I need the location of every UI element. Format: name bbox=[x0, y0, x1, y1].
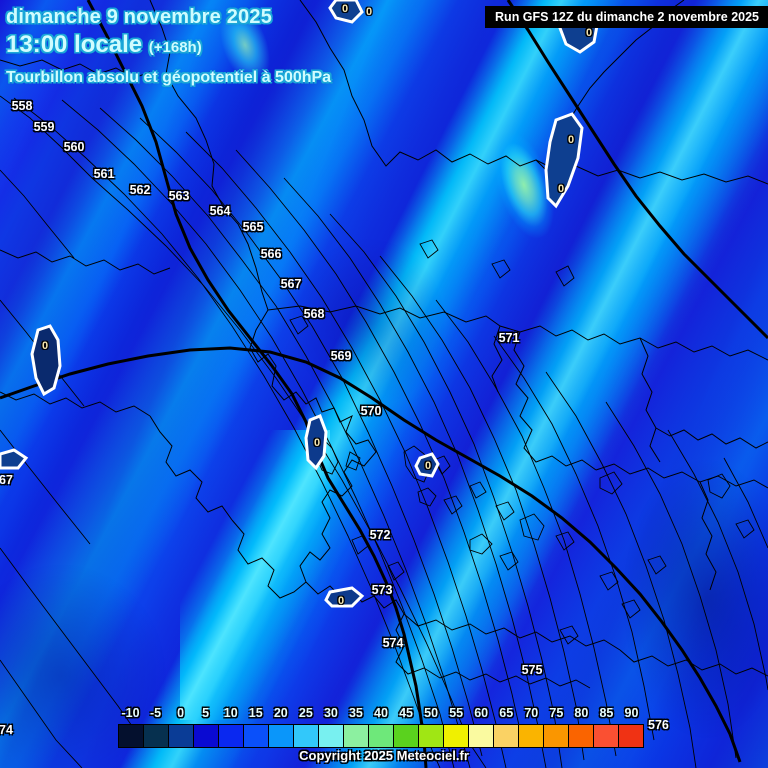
zero-vorticity-label: 0 bbox=[41, 340, 49, 352]
geopotential-label-67: 67 bbox=[0, 473, 13, 487]
color-scale-tick-40: 40 bbox=[374, 706, 388, 720]
geopotential-label-575: 575 bbox=[521, 663, 543, 677]
geopotential-label-574: 574 bbox=[382, 636, 404, 650]
color-swatch-3 bbox=[194, 725, 219, 747]
color-swatch-19 bbox=[594, 725, 619, 747]
color-swatch-12 bbox=[419, 725, 444, 747]
geopotential-label-565: 565 bbox=[242, 220, 264, 234]
valid-time-value: 13:00 locale bbox=[6, 31, 143, 58]
color-swatch-13 bbox=[444, 725, 469, 747]
copyright-label: Copyright 2025 Meteociel.fr bbox=[299, 748, 469, 763]
color-scale-ticks: -10 -5 0 5 10 15 20 25 30 35 40 45 50 55 60 65 70 75 80 85 9… bbox=[118, 706, 644, 724]
zero-vorticity-label: 0 bbox=[424, 460, 432, 472]
color-scale-swatches bbox=[118, 724, 644, 748]
zero-vorticity-contours bbox=[0, 0, 600, 608]
color-scale-tick-75: 75 bbox=[549, 706, 564, 720]
lead-time-value: (+168h) bbox=[148, 39, 202, 56]
color-swatch-10 bbox=[369, 725, 394, 747]
valid-date-label: dimanche 9 novembre 2025 bbox=[6, 6, 273, 28]
color-scale-tick-60: 60 bbox=[474, 706, 489, 720]
color-swatch-9 bbox=[344, 725, 369, 747]
geopotential-label-569: 569 bbox=[330, 349, 352, 363]
color-swatch-16 bbox=[519, 725, 544, 747]
color-swatch-2 bbox=[169, 725, 194, 747]
color-scale-tick-65: 65 bbox=[499, 706, 514, 720]
color-scale-tick-45: 45 bbox=[399, 706, 413, 720]
geopotential-label-563: 563 bbox=[168, 189, 190, 203]
geopotential-label-560: 560 bbox=[63, 140, 85, 154]
geopotential-label-573: 573 bbox=[371, 583, 393, 597]
zero-vorticity-label: 0 bbox=[365, 6, 373, 18]
vorticity-band-ionian bbox=[180, 430, 330, 720]
color-scale-tick-85: 85 bbox=[599, 706, 614, 720]
geopotential-label-559: 559 bbox=[33, 120, 55, 134]
island-outlines bbox=[289, 239, 755, 645]
color-scale-tick-80: 80 bbox=[574, 706, 589, 720]
geopotential-label-561: 561 bbox=[93, 167, 115, 181]
color-swatch-18 bbox=[569, 725, 594, 747]
color-swatch-1 bbox=[144, 725, 169, 747]
geopotential-label-568: 568 bbox=[303, 307, 325, 321]
color-swatch-17 bbox=[544, 725, 569, 747]
zero-vorticity-label: 0 bbox=[585, 27, 593, 39]
geopotential-label-74: 74 bbox=[0, 723, 13, 737]
color-scale-tick-90: 90 bbox=[624, 706, 639, 720]
color-scale-tick--10: -10 bbox=[121, 706, 140, 720]
color-scale-tick-0: 0 bbox=[177, 706, 185, 720]
geopotential-label-564: 564 bbox=[209, 204, 231, 218]
geopotential-label-571: 571 bbox=[498, 331, 520, 345]
color-scale-legend: -10 -5 0 5 10 15 20 25 30 35 40 45 50 55 60 65 70 75 80 85 9… bbox=[118, 706, 644, 748]
color-swatch-0 bbox=[119, 725, 144, 747]
color-swatch-6 bbox=[269, 725, 294, 747]
geopotential-contours bbox=[0, 95, 768, 768]
color-scale-tick-70: 70 bbox=[524, 706, 539, 720]
color-swatch-4 bbox=[219, 725, 244, 747]
color-swatch-7 bbox=[294, 725, 319, 747]
zero-vorticity-label: 0 bbox=[341, 3, 349, 15]
color-scale-tick-15: 15 bbox=[248, 706, 263, 720]
geopotential-label-576: 576 bbox=[648, 718, 669, 732]
zero-vorticity-label: 0 bbox=[313, 437, 321, 449]
parameter-subtitle: Tourbillon absolu et géopotentiel à 500h… bbox=[6, 69, 332, 86]
color-scale-tick-10: 10 bbox=[223, 706, 238, 720]
geopotential-label-566: 566 bbox=[260, 247, 282, 261]
zero-vorticity-label: 0 bbox=[567, 134, 575, 146]
color-scale-tick-50: 50 bbox=[424, 706, 439, 720]
color-scale-tick-20: 20 bbox=[273, 706, 288, 720]
color-scale-tick-25: 25 bbox=[298, 706, 313, 720]
geopotential-label-570: 570 bbox=[360, 404, 382, 418]
geopotential-label-567: 567 bbox=[280, 277, 302, 291]
model-run-badge: Run GFS 12Z du dimanche 2 novembre 2025 bbox=[485, 6, 768, 28]
color-swatch-14 bbox=[469, 725, 494, 747]
color-scale-tick-5: 5 bbox=[202, 706, 210, 720]
geopotential-label-558: 558 bbox=[11, 99, 33, 113]
color-scale-tick-35: 35 bbox=[348, 706, 363, 720]
color-scale-tick--5: -5 bbox=[150, 706, 162, 720]
zero-vorticity-label: 0 bbox=[337, 595, 345, 607]
color-scale-tick-30: 30 bbox=[323, 706, 338, 720]
color-swatch-20 bbox=[619, 725, 643, 747]
color-scale-tick-55: 55 bbox=[449, 706, 464, 720]
geopotential-label-572: 572 bbox=[369, 528, 391, 542]
zero-vorticity-label: 0 bbox=[557, 183, 565, 195]
color-swatch-15 bbox=[494, 725, 519, 747]
geopotential-label-562: 562 bbox=[129, 183, 151, 197]
color-swatch-11 bbox=[394, 725, 419, 747]
color-swatch-5 bbox=[244, 725, 269, 747]
color-swatch-8 bbox=[319, 725, 344, 747]
valid-time-label: 13:00 locale (+168h) bbox=[6, 31, 202, 59]
